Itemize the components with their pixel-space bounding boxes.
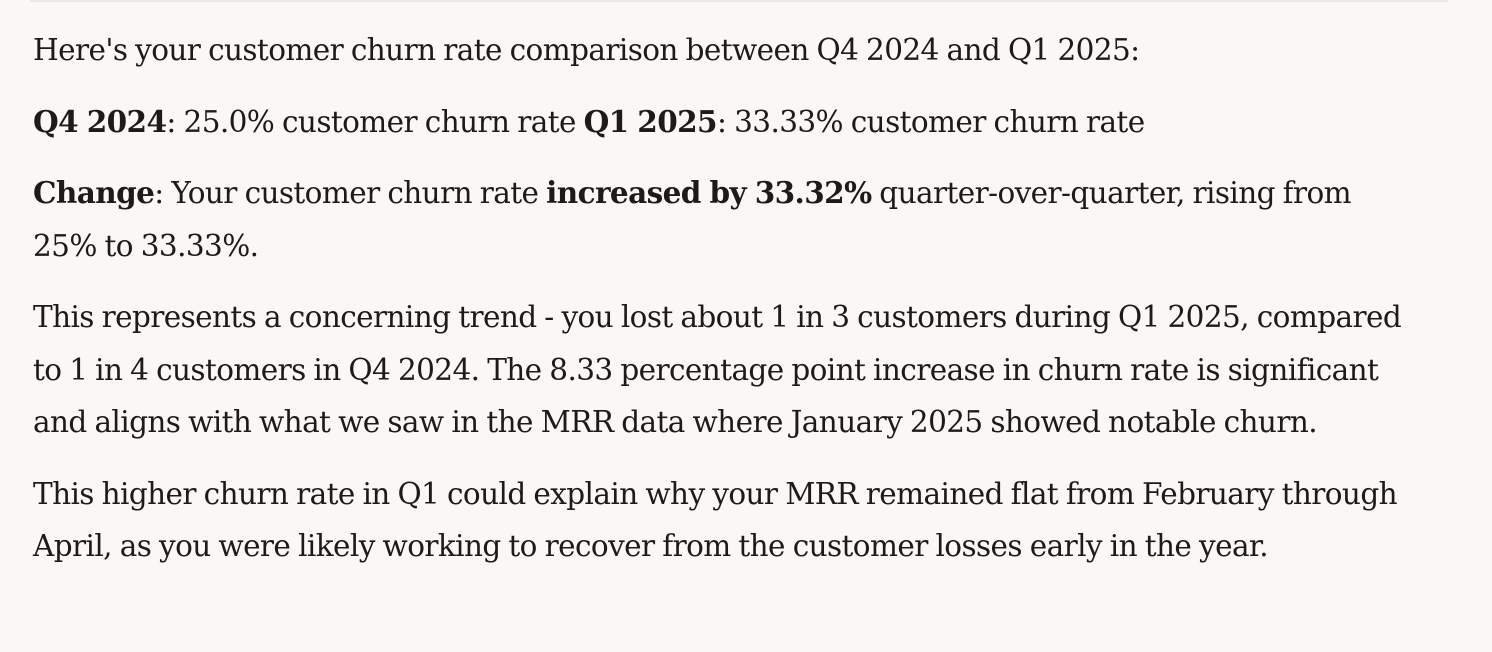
churn-rates-paragraph: Q4 2024: 25.0% customer churn rate Q1 20… bbox=[33, 96, 1413, 149]
change-text-before: : Your customer churn rate bbox=[154, 176, 547, 210]
intro-paragraph: Here's your customer churn rate comparis… bbox=[33, 33, 1140, 67]
q1-rate-text: : 33.33% customer churn rate bbox=[716, 104, 1145, 139]
assistant-message: Here's your customer churn rate comparis… bbox=[33, 24, 1413, 592]
q4-label: Q4 2024 bbox=[33, 103, 167, 139]
analysis-paragraph: This represents a concerning trend - you… bbox=[33, 300, 1402, 439]
change-label: Change bbox=[33, 175, 155, 210]
divider bbox=[30, 0, 1448, 2]
change-text-after: quarter-over-quarter, rising from 25% to… bbox=[33, 176, 1352, 263]
q4-rate-text: : 25.0% customer churn rate bbox=[166, 104, 584, 139]
explanation-paragraph: This higher churn rate in Q1 could expla… bbox=[33, 476, 1398, 564]
change-paragraph: Change: Your customer churn rate increas… bbox=[33, 167, 1413, 272]
change-emphasis: increased by 33.32% bbox=[546, 175, 872, 210]
q1-label: Q1 2025 bbox=[583, 103, 718, 139]
